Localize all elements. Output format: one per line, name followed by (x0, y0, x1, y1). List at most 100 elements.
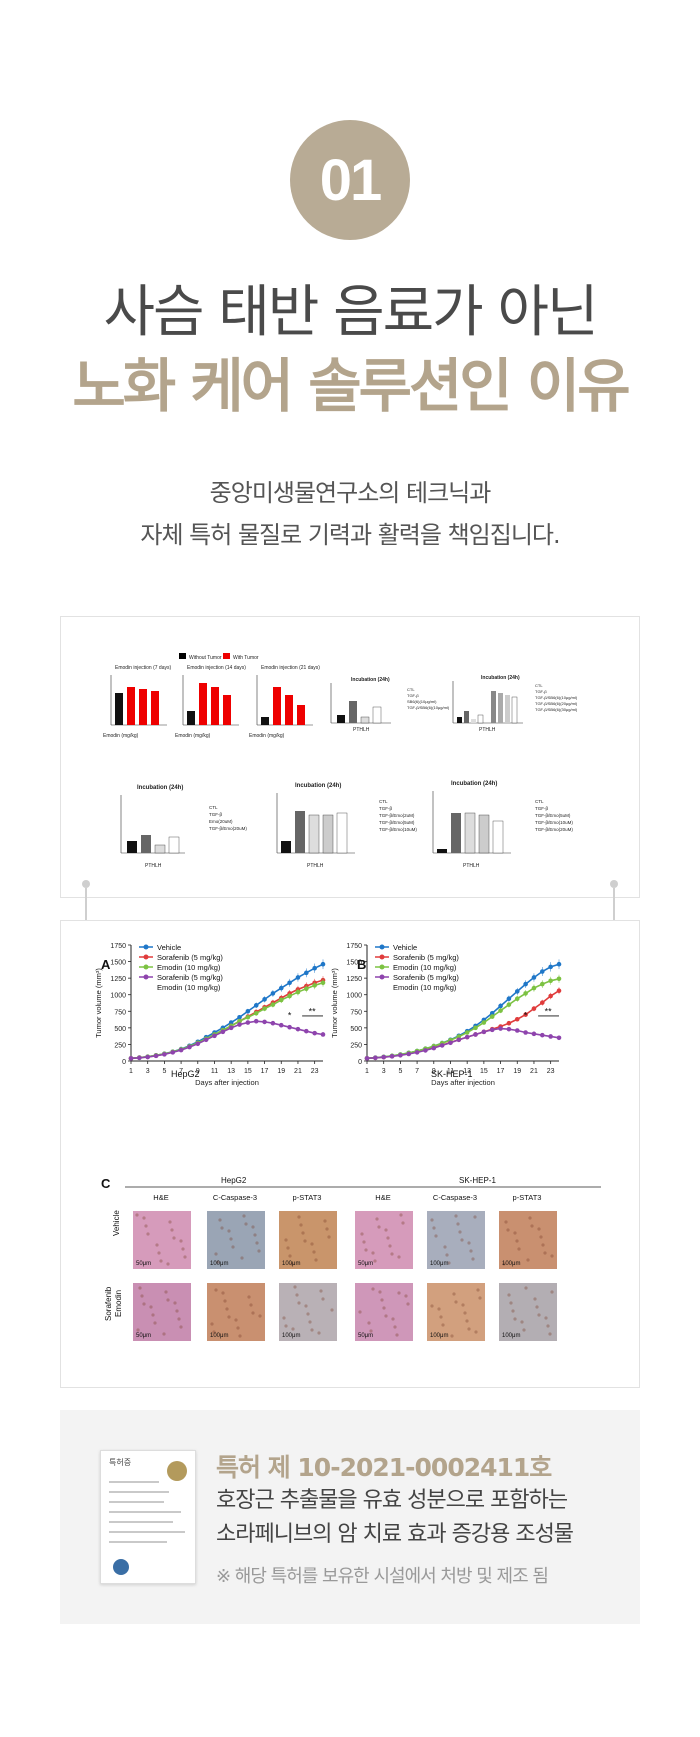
data-point (531, 985, 537, 991)
legend-label: Sorafenib (5 mg/kg) (393, 973, 459, 982)
tissue-texture (406, 1302, 410, 1306)
tissue-texture (502, 1262, 506, 1266)
tissue-texture (149, 1305, 153, 1309)
tissue-texture (144, 1224, 148, 1228)
tissue-texture (225, 1307, 229, 1311)
tissue-texture (229, 1237, 233, 1241)
tissue-texture (506, 1228, 510, 1232)
data-point (320, 1032, 326, 1037)
tissue-texture (142, 1302, 146, 1306)
tissue-texture (397, 1255, 401, 1259)
tissue-texture (520, 1320, 524, 1324)
x-tick-label: 13 (227, 1068, 235, 1075)
tissue-texture (456, 1222, 460, 1226)
x-tick-label: 1 (129, 1068, 133, 1075)
bar (151, 691, 159, 725)
description-line2: 자체 특허 물질로 기력과 활력을 책임집니다. (140, 521, 560, 549)
legend-item: CTL (407, 687, 415, 692)
bar (141, 835, 151, 853)
bar (261, 717, 269, 725)
data-point (473, 1032, 478, 1037)
data-point (514, 1028, 520, 1033)
legend-item: CTL (535, 683, 543, 688)
x-label: Emodin (mg/kg) (249, 733, 285, 739)
tissue-texture (238, 1334, 242, 1338)
data-point (431, 1045, 437, 1051)
data-point (439, 1043, 445, 1048)
tissue-texture (476, 1288, 480, 1292)
significance-marker: * (288, 1011, 292, 1021)
data-point (523, 981, 528, 987)
tissue-texture (251, 1225, 255, 1229)
tissue-texture (439, 1315, 443, 1319)
ihc-tissue-image (207, 1211, 265, 1269)
gold-seal-icon (167, 1461, 187, 1481)
legend-label: Vehicle (393, 943, 417, 952)
tissue-texture (216, 1260, 220, 1264)
tissue-texture (478, 1296, 482, 1300)
x-tick-label: 13 (463, 1068, 471, 1075)
tissue-texture (458, 1230, 462, 1234)
data-point (278, 985, 284, 991)
tissue-texture (247, 1295, 251, 1299)
data-point (270, 1020, 276, 1026)
legend-item: CTL (535, 799, 544, 804)
tissue-texture (293, 1285, 297, 1289)
data-point (464, 1034, 470, 1040)
data-point (253, 1018, 259, 1024)
tissue-texture (393, 1325, 397, 1329)
ihc-column-label: p-STAT3 (293, 1193, 322, 1202)
cert-text-line (109, 1501, 164, 1503)
x-tick-label: 23 (311, 1068, 319, 1075)
bar (322, 814, 334, 854)
tissue-texture (461, 1303, 465, 1307)
legend-item: TGF-β (209, 812, 222, 817)
tissue-texture (179, 1325, 183, 1329)
tissue-texture (291, 1327, 295, 1331)
data-point (312, 1030, 317, 1036)
tissue-texture (390, 1252, 394, 1256)
patent-desc-line1: 호장근 추출물을 유효 성분으로 포함하는 (216, 1488, 568, 1513)
legend-item: CTL (209, 805, 218, 810)
tissue-texture (364, 1248, 368, 1252)
x-label: PTHLH (145, 863, 162, 869)
legend-label: Emodin (10 mg/kg) (157, 983, 221, 992)
tissue-texture (401, 1221, 405, 1225)
significance-marker: ** (309, 1007, 317, 1017)
y-tick-label: 1000 (346, 993, 362, 1000)
bar (464, 711, 469, 723)
tissue-texture (236, 1326, 240, 1330)
x-tick-label: 5 (162, 1068, 166, 1075)
tissue-texture (441, 1323, 445, 1327)
bar (168, 836, 180, 854)
significance-marker: * (524, 1011, 528, 1021)
legend-label: Emodin (10 mg/kg) (393, 983, 457, 992)
legend-marker (143, 974, 149, 980)
y-tick-label: 0 (358, 1059, 362, 1066)
tissue-texture (157, 1251, 161, 1255)
scale-bar-label: 100μm (282, 1261, 300, 1267)
bar (139, 689, 147, 725)
y-tick-label: 1750 (346, 943, 362, 950)
data-point (153, 1053, 159, 1059)
data-point (498, 1026, 503, 1031)
legend-item: TGF-β/Emo(5uM) (535, 813, 571, 818)
cell-line-label-hepg2: HepG2 (171, 1069, 200, 1079)
tissue-texture (295, 1293, 299, 1297)
x-label: PTHLH (479, 727, 496, 733)
tissue-texture (434, 1234, 438, 1238)
tissue-texture (290, 1262, 294, 1266)
bar (115, 693, 123, 725)
legend-item: TGF-β (379, 806, 392, 811)
bar (498, 693, 503, 723)
tissue-texture (454, 1300, 458, 1304)
bar (285, 695, 293, 725)
tissue-texture (369, 1329, 373, 1333)
legend-item: TGF-β/Emo(5uM) (379, 820, 415, 825)
tissue-texture (535, 1305, 539, 1309)
y-tick-label: 1250 (110, 976, 126, 983)
tissue-texture (308, 1320, 312, 1324)
data-point (162, 1052, 167, 1057)
scale-bar-label: 50μm (358, 1261, 373, 1267)
research-figure-tumor-growth: A B 0 250 500 750 1000 1250 1500 1750 1 3 5 7 9 11 13 1… (60, 920, 640, 1388)
